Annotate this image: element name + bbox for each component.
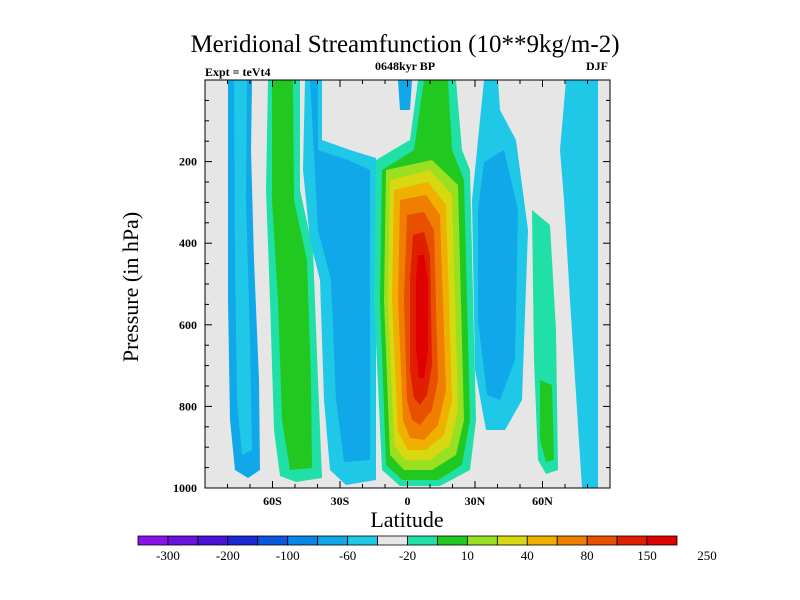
- y-tick-label: 400: [179, 236, 197, 250]
- colorbar-swatch: [377, 535, 408, 546]
- colorbar-label: -300: [156, 548, 180, 563]
- x-tick-label: 30S: [331, 494, 350, 508]
- time-label: 0648kyr BP: [375, 59, 435, 73]
- colorbar-label: 80: [581, 548, 594, 563]
- colorbar-swatch: [526, 535, 558, 546]
- y-tick-label: 200: [179, 155, 197, 169]
- nh-upper-cell: [560, 80, 598, 488]
- x-axis-label: Latitude: [370, 507, 443, 532]
- colorbar-swatch: [197, 535, 229, 546]
- colorbar-swatch: [437, 535, 468, 546]
- colorbar: -300 -200 -100 -60 -20 10 40 80 150 250: [137, 535, 717, 563]
- y-axis: 200 400 600 800 1000: [173, 99, 610, 495]
- colorbar-swatch: [586, 535, 618, 546]
- colorbar-swatch: [227, 535, 259, 546]
- colorbar-swatch: [137, 535, 169, 546]
- colorbar-swatch: [347, 535, 378, 546]
- y-tick-label: 800: [179, 399, 197, 413]
- colorbar-swatch: [167, 535, 199, 546]
- experiment-label: Expt = teVt4: [205, 65, 271, 79]
- x-tick-label: 60S: [263, 494, 282, 508]
- colorbar-label: 150: [637, 548, 657, 563]
- colorbar-label: -60: [339, 548, 356, 563]
- colorbar-swatch: [496, 535, 528, 546]
- colorbar-swatch: [317, 535, 349, 546]
- colorbar-swatch: [407, 535, 438, 546]
- colorbar-swatch: [556, 535, 588, 546]
- colorbar-label: 250: [697, 548, 717, 563]
- x-tick-label: 60N: [532, 494, 553, 508]
- contour-field: [228, 80, 598, 488]
- y-tick-label: 1000: [173, 481, 197, 495]
- colorbar-label: -200: [216, 548, 240, 563]
- chart-title: Meridional Streamfunction (10**9kg/m-2): [190, 31, 619, 58]
- nh-hadley-cell: [374, 80, 476, 486]
- colorbar-swatch: [466, 535, 498, 546]
- x-tick-label: 30N: [465, 494, 486, 508]
- colorbar-swatch: [646, 535, 678, 546]
- colorbar-swatch: [257, 535, 289, 546]
- colorbar-label: 10: [461, 548, 474, 563]
- x-axis: 60S 30S 0 30N 60N: [204, 80, 611, 508]
- y-axis-label: Pressure (in hPa): [118, 212, 143, 362]
- season-label: DJF: [586, 59, 608, 73]
- colorbar-swatch: [616, 535, 648, 546]
- y-tick-label: 600: [179, 318, 197, 332]
- colorbar-swatch: [287, 535, 319, 546]
- colorbar-label: 40: [521, 548, 534, 563]
- colorbar-label: -20: [399, 548, 416, 563]
- x-tick-label: 0: [405, 494, 411, 508]
- colorbar-label: -100: [276, 548, 300, 563]
